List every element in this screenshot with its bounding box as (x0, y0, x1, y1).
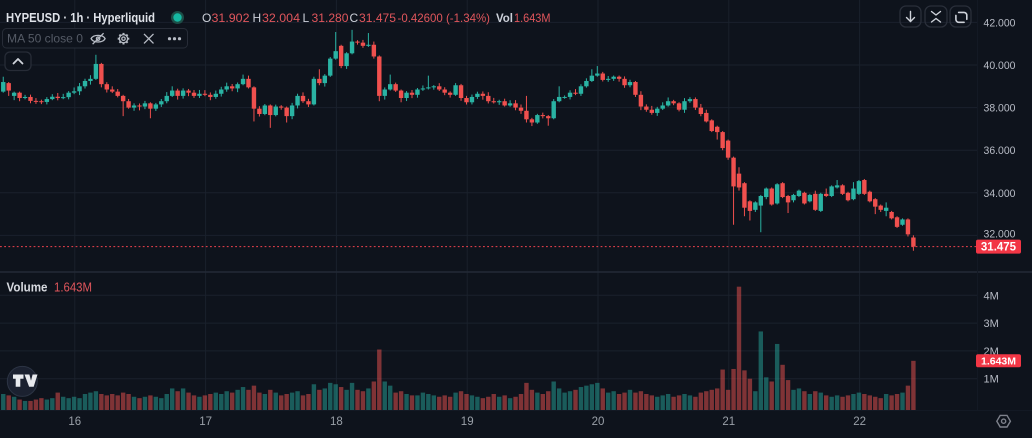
svg-text:-0.42600 (-1.34%): -0.42600 (-1.34%) (398, 11, 491, 25)
svg-text:MA 50 close 0: MA 50 close 0 (7, 32, 83, 46)
svg-text:4M: 4M (984, 290, 999, 302)
svg-text:40.000: 40.000 (984, 60, 1016, 72)
svg-text:O: O (202, 11, 211, 25)
svg-text:31.475: 31.475 (359, 11, 396, 25)
svg-text:1M: 1M (984, 374, 999, 386)
svg-text:Volume: Volume (7, 281, 48, 295)
svg-text:31.475: 31.475 (981, 242, 1017, 254)
svg-text:1.643M: 1.643M (514, 11, 551, 25)
svg-text:32.000: 32.000 (984, 228, 1016, 240)
svg-text:38.000: 38.000 (984, 103, 1016, 115)
svg-text:C: C (350, 11, 359, 25)
svg-text:H: H (253, 11, 262, 25)
svg-text:19: 19 (461, 416, 474, 428)
svg-text:1.643M: 1.643M (54, 281, 92, 295)
svg-text:L: L (303, 11, 310, 25)
svg-text:22: 22 (853, 416, 866, 428)
svg-text:21: 21 (722, 416, 735, 428)
svg-text:42.000: 42.000 (984, 17, 1016, 29)
svg-text:16: 16 (68, 416, 81, 428)
svg-text:18: 18 (330, 416, 343, 428)
svg-text:34.000: 34.000 (984, 188, 1016, 200)
svg-text:31.280: 31.280 (312, 11, 349, 25)
svg-text:20: 20 (592, 416, 605, 428)
svg-text:32.004: 32.004 (262, 11, 300, 25)
svg-text:31.902: 31.902 (212, 11, 250, 25)
svg-text:Vol: Vol (496, 11, 513, 25)
svg-text:1.643M: 1.643M (981, 355, 1016, 367)
svg-text:36.000: 36.000 (984, 145, 1016, 157)
svg-text:HYPEUSD · 1h · Hyperliquid: HYPEUSD · 1h · Hyperliquid (6, 10, 155, 25)
svg-text:17: 17 (199, 416, 212, 428)
svg-text:3M: 3M (984, 318, 999, 330)
